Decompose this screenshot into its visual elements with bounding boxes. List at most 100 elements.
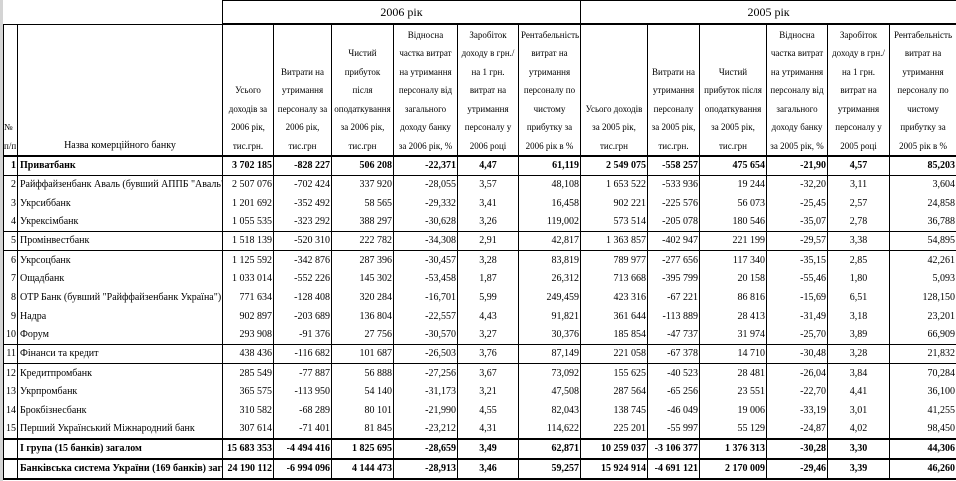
bank-name: OTP Банк (бувший "Райффайзенбанк Україна… xyxy=(17,288,223,308)
value-cell: 3,41 xyxy=(457,194,519,214)
row-number: 12 xyxy=(3,363,18,383)
value-cell: 1,80 xyxy=(827,269,891,289)
value-cell: 36,100 xyxy=(889,382,956,402)
bank-name: Кредитпромбанк xyxy=(17,363,223,383)
row-number xyxy=(3,438,18,461)
bank-name: Форум xyxy=(17,326,223,346)
value-cell: 249,459 xyxy=(517,288,582,308)
value-cell: 41,255 xyxy=(889,401,956,421)
bank-name: Укрпромбанк xyxy=(17,382,223,402)
value-cell: 3,57 xyxy=(457,175,519,195)
value-cell: 80 101 xyxy=(331,401,394,421)
value-cell: -225 576 xyxy=(647,194,701,214)
value-cell: -67 221 xyxy=(647,288,701,308)
value-cell: 361 644 xyxy=(580,307,649,327)
value-cell: 287 564 xyxy=(580,382,649,402)
column-header-2006-6: Рентабельність витрат на утримання персо… xyxy=(517,23,582,157)
value-cell: 42,817 xyxy=(517,231,582,252)
column-header-2006-4: Відносна частка витрат на утримання перс… xyxy=(393,23,458,157)
value-cell: 1 125 592 xyxy=(222,250,274,270)
value-cell: 19 244 xyxy=(699,175,768,195)
row-number-header: № п/п xyxy=(3,23,18,157)
value-cell: 3,11 xyxy=(827,175,891,195)
value-cell: 225 201 xyxy=(580,420,649,440)
bank-name: Брокбізнесбанк xyxy=(17,401,223,421)
value-cell: 4,41 xyxy=(827,382,891,402)
value-cell: -26,04 xyxy=(766,363,829,383)
value-cell: 55 129 xyxy=(699,420,768,440)
value-cell: 902 897 xyxy=(222,307,274,327)
value-cell: -32,20 xyxy=(766,175,829,195)
value-cell: -402 947 xyxy=(647,231,701,252)
value-cell: -29,57 xyxy=(766,231,829,252)
value-cell: -67 378 xyxy=(647,344,701,365)
value-cell: -29,46 xyxy=(766,458,829,481)
value-cell: -203 689 xyxy=(273,307,332,327)
value-cell: 27 756 xyxy=(331,326,394,346)
value-cell: 285 549 xyxy=(222,363,274,383)
value-cell: 180 546 xyxy=(699,213,768,233)
value-cell: -342 876 xyxy=(273,250,332,270)
value-cell: 56 073 xyxy=(699,194,768,214)
value-cell: -91 376 xyxy=(273,326,332,346)
value-cell: -23,212 xyxy=(393,420,458,440)
value-cell: 293 908 xyxy=(222,326,274,346)
value-cell: -113 950 xyxy=(273,382,332,402)
bank-name: Фінанси та кредит xyxy=(17,344,223,365)
value-cell: 771 634 xyxy=(222,288,274,308)
table-row: 5 Промінвестбанк 1 518 139 -520 310 222 782-… xyxy=(3,231,956,252)
value-cell: -65 256 xyxy=(647,382,701,402)
value-cell: -533 936 xyxy=(647,175,701,195)
value-cell: 56 888 xyxy=(331,363,394,383)
value-cell: -77 887 xyxy=(273,363,332,383)
value-cell: -128 408 xyxy=(273,288,332,308)
value-cell: 2 507 076 xyxy=(222,175,274,195)
value-cell: 3,28 xyxy=(457,250,519,270)
table-row: 10 Форум 293 908 -91 376 27 756 -30,570 3,27 30… xyxy=(3,326,956,346)
value-cell: -21,990 xyxy=(393,401,458,421)
value-cell: -30,570 xyxy=(393,326,458,346)
value-cell: 119,002 xyxy=(517,213,582,233)
value-cell: -28,913 xyxy=(393,458,458,481)
value-cell: 3,76 xyxy=(457,344,519,365)
value-cell: 221 058 xyxy=(580,344,649,365)
value-cell: 3,18 xyxy=(827,307,891,327)
value-cell: 98,450 xyxy=(889,420,956,440)
value-cell: 48,108 xyxy=(517,175,582,195)
value-cell: -35,07 xyxy=(766,213,829,233)
value-cell: 42,261 xyxy=(889,250,956,270)
table-row: 7 Ощадбанк 1 033 014 -552 226 145 302 -53,458… xyxy=(3,269,956,289)
value-cell: 2,57 xyxy=(827,194,891,214)
value-cell: 15 683 353 xyxy=(222,438,274,461)
value-cell: 310 582 xyxy=(222,401,274,421)
table-row: 11 Фінанси та кредит 438 436 -116 682 101 68… xyxy=(3,344,956,365)
row-number: 5 xyxy=(3,231,18,252)
empty-corner-cell xyxy=(3,0,223,25)
value-cell: -47 737 xyxy=(647,326,701,346)
value-cell: 3,27 xyxy=(457,326,519,346)
table-row: 4 Укрексімбанк 1 055 535 -323 292 388 297 -30… xyxy=(3,213,956,233)
value-cell: -22,371 xyxy=(393,155,458,176)
row-number: 4 xyxy=(3,213,18,233)
value-cell: 320 284 xyxy=(331,288,394,308)
value-cell: -27,256 xyxy=(393,363,458,383)
column-header-2006-1: Усього доходів за 2006 рік, тис.грн. xyxy=(222,23,274,157)
value-cell: 3,39 xyxy=(827,458,891,481)
value-cell: -24,87 xyxy=(766,420,829,440)
sheet-left-edge xyxy=(0,0,3,481)
value-cell: -552 226 xyxy=(273,269,332,289)
value-cell: 26,312 xyxy=(517,269,582,289)
value-cell: 155 625 xyxy=(580,363,649,383)
table-row: I група (15 банків) загалом 15 683 353 -4 … xyxy=(3,438,956,461)
bank-name: I група (15 банків) загалом xyxy=(17,438,223,461)
value-cell: -16,701 xyxy=(393,288,458,308)
bank-name: Укрексімбанк xyxy=(17,213,223,233)
bank-name: Надра xyxy=(17,307,223,327)
value-cell: -25,70 xyxy=(766,326,829,346)
value-cell: 1 376 313 xyxy=(699,438,768,461)
value-cell: 4,57 xyxy=(827,155,891,176)
value-cell: 62,871 xyxy=(517,438,582,461)
column-header-2006-3: Чистий прибуток після оподаткування за 2… xyxy=(331,23,394,157)
value-cell: 1 825 695 xyxy=(331,438,394,461)
value-cell: -205 078 xyxy=(647,213,701,233)
